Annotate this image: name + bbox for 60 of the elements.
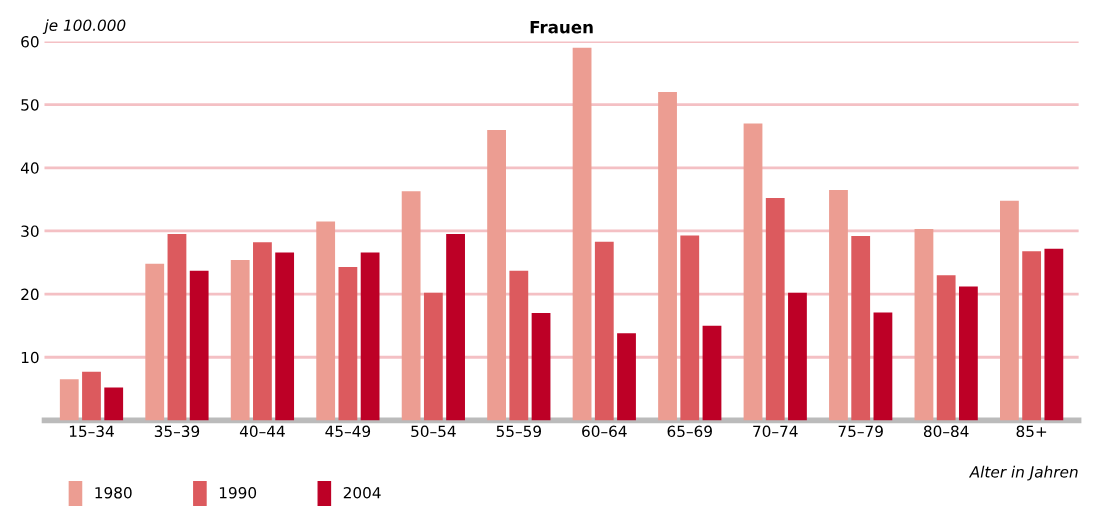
bar xyxy=(487,129,507,421)
x-tick-label: 45–49 xyxy=(325,425,371,438)
x-tick-label: 50–54 xyxy=(411,425,456,438)
bar xyxy=(82,371,101,421)
bar xyxy=(401,191,421,421)
bar xyxy=(316,221,336,421)
x-axis-title: Alter in Jahren xyxy=(968,465,1078,481)
x-tick-label: 70–74 xyxy=(753,425,798,438)
y-tick-label: 10 xyxy=(21,351,39,364)
x-tick-label: 75–79 xyxy=(838,425,883,438)
bar xyxy=(230,260,250,421)
bar xyxy=(446,234,465,421)
bar xyxy=(572,47,592,421)
bar xyxy=(765,198,785,421)
bar xyxy=(104,387,124,421)
bar xyxy=(360,252,380,421)
x-tick-label: 80–84 xyxy=(923,425,969,438)
y-axis-title: je 100.000 xyxy=(42,19,126,34)
bar xyxy=(702,325,722,421)
bar xyxy=(936,275,956,421)
x-tick-label: 40–44 xyxy=(239,425,285,438)
bar xyxy=(253,242,272,421)
bar xyxy=(531,313,551,421)
bar xyxy=(658,92,677,421)
bar xyxy=(1022,251,1042,421)
y-tick-label: 40 xyxy=(20,162,39,174)
bar xyxy=(59,379,79,421)
bar xyxy=(509,270,529,421)
chart-title: Frauen xyxy=(530,21,593,34)
x-tick-label: 35–39 xyxy=(154,425,200,438)
y-tick-label: 60 xyxy=(21,35,39,48)
bar xyxy=(829,189,848,421)
x-tick-label: 15–34 xyxy=(69,425,114,438)
bar xyxy=(423,292,443,421)
bar xyxy=(167,234,187,421)
bar xyxy=(958,286,978,421)
bar xyxy=(914,229,934,421)
bar xyxy=(594,241,614,421)
legend-label: 2004 xyxy=(343,486,381,499)
y-tick-label: 50 xyxy=(21,99,39,111)
bar xyxy=(145,263,165,421)
y-tick-label: 20 xyxy=(21,288,39,301)
bar xyxy=(189,270,209,421)
x-tick-label: 55–59 xyxy=(496,425,542,438)
bar xyxy=(743,123,763,421)
x-tick-label: 65–69 xyxy=(667,425,712,438)
bar xyxy=(1044,248,1064,421)
bar xyxy=(873,312,893,421)
bar xyxy=(617,333,636,421)
bar xyxy=(338,266,358,421)
bar xyxy=(1000,200,1019,421)
bar xyxy=(851,236,871,421)
bar xyxy=(788,292,807,421)
bar xyxy=(275,252,295,421)
legend-label: 1980 xyxy=(95,486,132,499)
bar xyxy=(680,235,700,421)
y-tick-label: 30 xyxy=(21,225,39,237)
x-tick-label: 60–64 xyxy=(582,425,627,438)
x-tick-label: 85+ xyxy=(1016,425,1047,438)
legend-label: 1990 xyxy=(219,486,257,499)
